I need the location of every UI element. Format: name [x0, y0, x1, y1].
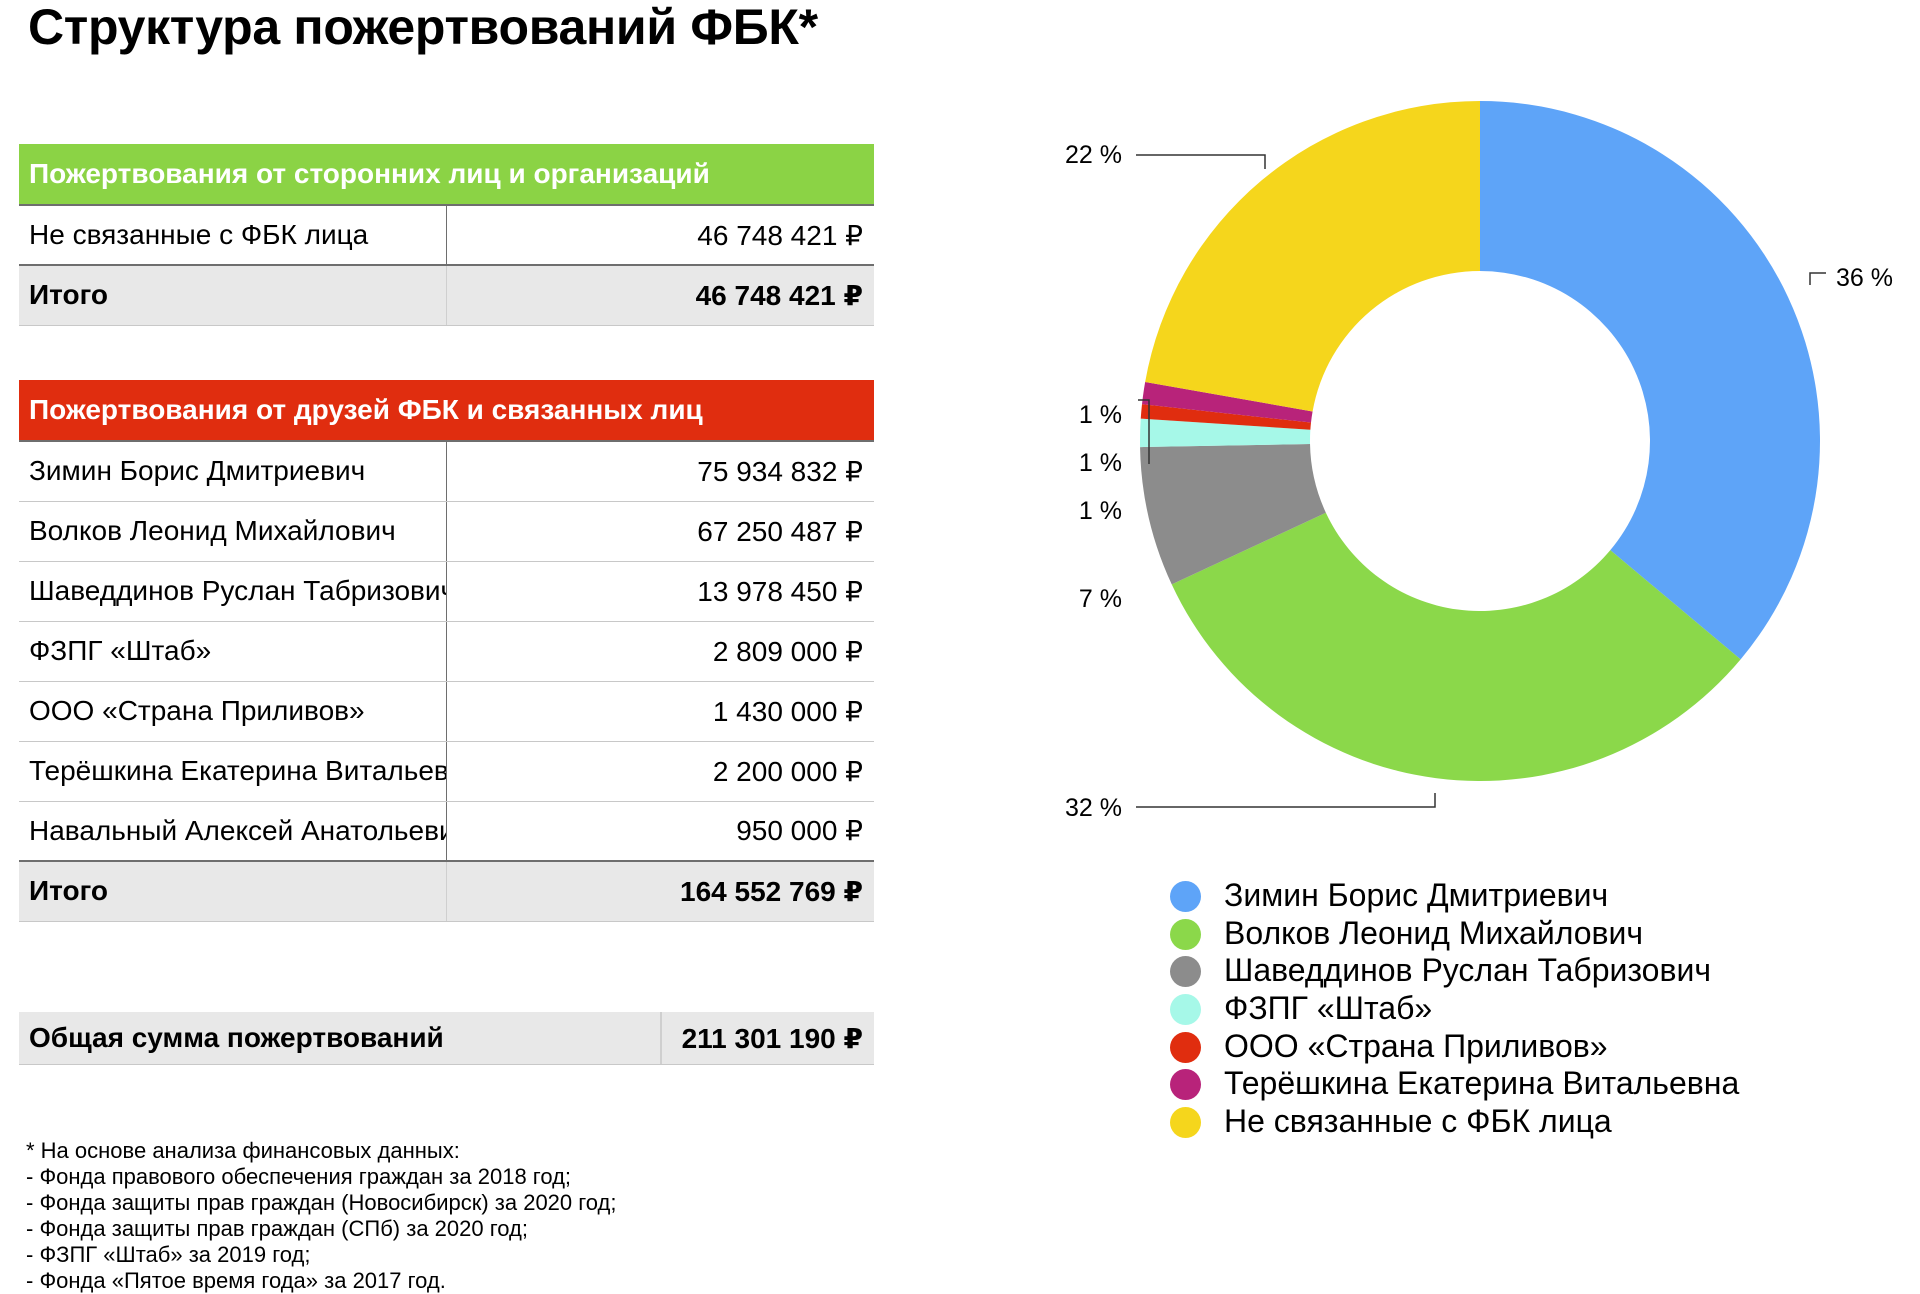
leader-line-6 [1136, 154, 1266, 169]
grand-total-row: Общая сумма пожертвований 211 301 190 ₽ [19, 1012, 874, 1065]
table-row: Терёшкина Екатерина Витальевна 2 200 000… [19, 741, 874, 802]
total-value: 164 552 769 ₽ [446, 860, 874, 922]
legend-swatch [1170, 1031, 1201, 1063]
donation-amount: 2 809 000 ₽ [446, 621, 874, 682]
outside-donations-table: Пожертвования от сторонних лиц и организ… [19, 144, 874, 326]
donation-amount: 950 000 ₽ [446, 801, 874, 862]
grand-total-value: 211 301 190 ₽ [681, 1023, 863, 1054]
percent-label-1: 32 % [1065, 794, 1122, 822]
legend-swatch [1170, 1107, 1201, 1139]
donation-amount: 46 748 421 ₽ [446, 205, 874, 266]
footnote-line: - Фонда «Пятое время года» за 2017 год. [26, 1268, 446, 1293]
table-row: Не связанные с ФБК лица 46 748 421 ₽ [19, 205, 874, 266]
footnote-line: - Фонда защиты прав граждан (СПб) за 202… [26, 1216, 528, 1241]
legend-label: Зимин Борис Дмитриевич [1224, 877, 1609, 913]
table-row: ФЗПГ «Штаб» 2 809 000 ₽ [19, 621, 874, 682]
slice-0 [1480, 101, 1820, 660]
donor-name: Зимин Борис Дмитриевич [19, 441, 447, 502]
legend-label: ООО «Страна Приливов» [1224, 1027, 1608, 1064]
donor-name: Не связанные с ФБК лица [19, 205, 447, 266]
percent-label-0: 36 % [1836, 264, 1893, 292]
percent-label-3: 1 % [1079, 497, 1122, 525]
table-row: Навальный Алексей Анатольевич 950 000 ₽ [19, 801, 874, 862]
total-value: 46 748 421 ₽ [446, 264, 874, 326]
percent-label-5: 1 % [1079, 401, 1122, 429]
donation-amount: 75 934 832 ₽ [446, 441, 874, 502]
donation-amount: 1 430 000 ₽ [446, 681, 874, 742]
table-header-row: Пожертвования от сторонних лиц и организ… [19, 144, 874, 206]
column-divider [660, 1012, 662, 1064]
slice-2 [1140, 444, 1326, 585]
donation-amount: 2 200 000 ₽ [446, 741, 874, 802]
leader-line-5 [1138, 399, 1150, 464]
slice-3 [1140, 418, 1311, 448]
legend-label: Шаведдинов Руслан Табризович [1224, 952, 1712, 989]
slice-5 [1142, 381, 1313, 423]
legend-label: Терёшкина Екатерина Витальевна [1224, 1065, 1740, 1102]
table-total-row: Итого 164 552 769 ₽ [19, 860, 874, 922]
donor-name: Терёшкина Екатерина Витальевна [19, 741, 447, 802]
table-row: Зимин Борис Дмитриевич 75 934 832 ₽ [19, 441, 874, 502]
donor-name: Волков Леонид Михайлович [19, 501, 447, 562]
table-row: ООО «Страна Приливов» 1 430 000 ₽ [19, 681, 874, 742]
friends-donations-table: Пожертвования от друзей ФБК и связанных … [19, 380, 874, 922]
slice-6 [1145, 101, 1480, 412]
legend-swatch [1170, 918, 1201, 950]
legend-swatch [1170, 956, 1201, 988]
slice-1 [1171, 512, 1741, 781]
donation-amount: 67 250 487 ₽ [446, 501, 874, 562]
donut-chart: 36 % 32 % 7 % 1 % 1 % 1 % 22 % [1065, 101, 1893, 822]
legend-swatch [1170, 881, 1201, 912]
legend-swatch [1170, 994, 1201, 1026]
total-label: Итого [19, 860, 447, 922]
grand-total-label: Общая сумма пожертвований [29, 1022, 444, 1053]
legend-swatch [1170, 1069, 1201, 1101]
percent-label-2: 7 % [1079, 585, 1122, 613]
donor-name: ФЗПГ «Штаб» [19, 621, 447, 682]
percent-label-4: 1 % [1079, 449, 1122, 477]
page-title: Структура пожертвований ФБК* [28, 0, 818, 55]
donor-name: Навальный Алексей Анатольевич [19, 801, 447, 862]
table-row: Шаведдинов Руслан Табризович 13 978 450 … [19, 561, 874, 622]
table-row: Волков Леонид Михайлович 67 250 487 ₽ [19, 501, 874, 562]
legend-label: Не связанные с ФБК лица [1224, 1103, 1612, 1140]
footnote-line: - Фонда правового обеспечения граждан за… [26, 1164, 572, 1189]
leader-line-0 [1809, 272, 1826, 285]
footnote-line: * На основе анализа финансовых данных: [26, 1138, 460, 1163]
table-header: Пожертвования от сторонних лиц и организ… [19, 144, 874, 206]
donor-name: ООО «Страна Приливов» [19, 681, 447, 742]
donation-amount: 13 978 450 ₽ [446, 561, 874, 622]
legend-label: ФЗПГ «Штаб» [1224, 990, 1433, 1027]
legend-label: Волков Леонид Михайлович [1224, 914, 1644, 951]
leader-line-1 [1136, 793, 1436, 808]
footnote-line: - ФЗПГ «Штаб» за 2019 год; [26, 1242, 311, 1267]
footnote: * На основе анализа финансовых данных: -… [26, 1138, 617, 1294]
slice-4 [1140, 404, 1312, 430]
table-total-row: Итого 46 748 421 ₽ [19, 264, 874, 326]
percent-label-6: 22 % [1065, 141, 1122, 169]
total-label: Итого [19, 264, 447, 326]
footnote-line: - Фонда защиты прав граждан (Новосибирск… [26, 1190, 617, 1215]
table-header: Пожертвования от друзей ФБК и связанных … [19, 380, 874, 442]
donor-name: Шаведдинов Руслан Табризович [19, 561, 447, 622]
table-header-row: Пожертвования от друзей ФБК и связанных … [19, 380, 874, 442]
